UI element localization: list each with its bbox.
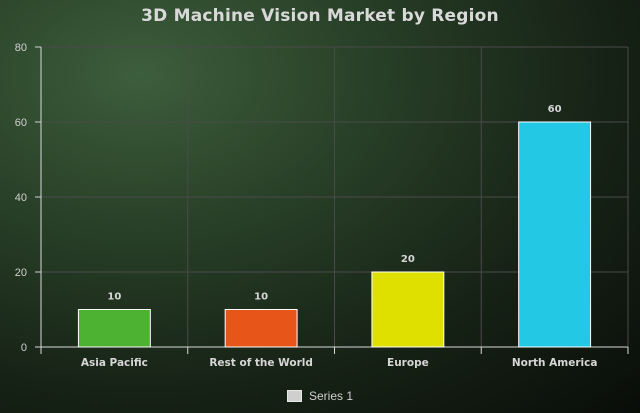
data-label: 10 [107, 292, 121, 303]
y-tick-label: 60 [15, 117, 27, 129]
x-tick-label: Rest of the World [209, 357, 313, 369]
data-label: 60 [548, 104, 562, 115]
bar [371, 271, 445, 348]
legend-label: Series 1 [308, 389, 354, 403]
x-tick-label: North America [512, 357, 598, 369]
chart-title: 3D Machine Vision Market by Region [141, 6, 499, 26]
legend-swatch [286, 390, 302, 402]
legend: Series 1 [0, 389, 640, 403]
data-label: 10 [254, 292, 268, 303]
y-tick-label: 80 [15, 42, 27, 54]
bar [77, 309, 151, 348]
legend-item-series-1[interactable]: Series 1 [286, 389, 354, 403]
y-tick-label: 40 [15, 192, 27, 204]
x-tick-label: Europe [387, 357, 429, 369]
bar [518, 121, 592, 348]
x-tick-label: Asia Pacific [81, 357, 148, 369]
data-label: 20 [401, 254, 415, 265]
bar [224, 309, 298, 348]
y-tick-label: 20 [15, 267, 27, 279]
y-tick-label: 0 [21, 342, 27, 354]
